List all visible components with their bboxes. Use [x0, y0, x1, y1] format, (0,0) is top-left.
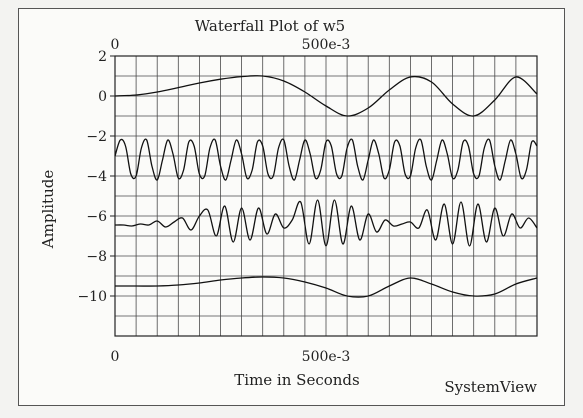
series-line-3: [114, 199, 538, 247]
bottom-x-tick-label: 500e-3: [302, 349, 351, 365]
waterfall-chart: Waterfall Plot of w5 Time in Seconds Amp…: [39, 17, 538, 396]
y-tick-label: −4: [86, 169, 107, 185]
top-x-tick-label: 500e-3: [302, 37, 351, 53]
y-axis-label: Amplitude: [39, 170, 57, 250]
y-tick-label: −8: [86, 249, 107, 265]
y-tick-label: −6: [86, 209, 107, 225]
y-tick-label: 0: [98, 89, 107, 105]
chart-axes: [110, 55, 538, 337]
y-tick-label: −10: [77, 289, 107, 305]
chart-frame: Waterfall Plot of w5 Time in Seconds Amp…: [18, 8, 565, 406]
top-x-tick-label: 0: [111, 37, 120, 53]
plot-border: [114, 55, 538, 337]
x-axis-label: Time in Seconds: [234, 371, 359, 389]
chart-series: [114, 75, 538, 298]
chart-title: Waterfall Plot of w5: [195, 17, 345, 35]
systemview-watermark: SystemView: [444, 378, 537, 396]
y-tick-label: 2: [98, 49, 107, 65]
chart-grid: [114, 55, 538, 337]
series-line-4: [115, 276, 538, 298]
series-line-1: [114, 75, 538, 117]
bottom-x-tick-label: 0: [111, 349, 120, 365]
y-tick-label: −2: [86, 129, 107, 145]
series-line-2: [114, 138, 538, 181]
tick-labels: 20−2−4−6−8−100 500e-30 500e-3: [77, 37, 350, 365]
